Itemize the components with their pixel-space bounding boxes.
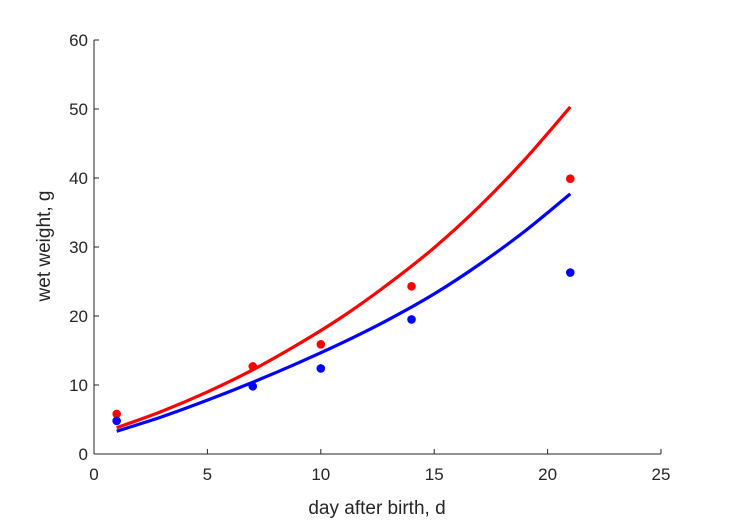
- y-tick-label: 40: [69, 169, 88, 188]
- data-point-series-1: [248, 362, 258, 371]
- data-point-series-2: [248, 382, 258, 391]
- y-tick-label: 30: [69, 238, 88, 257]
- x-tick-label: 15: [425, 465, 444, 484]
- data-point-series-1: [112, 409, 121, 419]
- x-tick-label: 25: [652, 465, 671, 484]
- x-tick-label: 10: [311, 465, 330, 484]
- x-tick-label: 0: [89, 465, 98, 484]
- fit-line-series-2: [116, 192, 572, 433]
- data-point-series-1: [407, 282, 416, 291]
- y-tick-label: 10: [69, 376, 88, 395]
- x-tick-label: 20: [538, 465, 557, 484]
- data-point-series-2: [407, 315, 416, 324]
- data-point-series-1: [565, 174, 575, 183]
- x-axis-label: day after birth, d: [308, 498, 445, 519]
- fit-lines: [116, 105, 572, 433]
- data-point-series-2: [316, 364, 326, 373]
- data-points: [112, 174, 575, 426]
- fit-line-series-1: [116, 105, 572, 430]
- axes: 0 5 10 15 20 25 0 10 20 30 40 50 60: [69, 31, 670, 484]
- data-point-series-2: [565, 268, 575, 277]
- y-tick-label: 0: [79, 445, 88, 464]
- y-axis-label: wet weight, g: [34, 191, 55, 303]
- data-point-series-2: [112, 416, 121, 426]
- y-tick-label: 20: [69, 307, 88, 326]
- y-tick-label: 60: [69, 31, 88, 50]
- data-point-series-1: [316, 339, 326, 349]
- x-tick-label: 5: [203, 465, 212, 484]
- y-tick-label: 50: [69, 100, 88, 119]
